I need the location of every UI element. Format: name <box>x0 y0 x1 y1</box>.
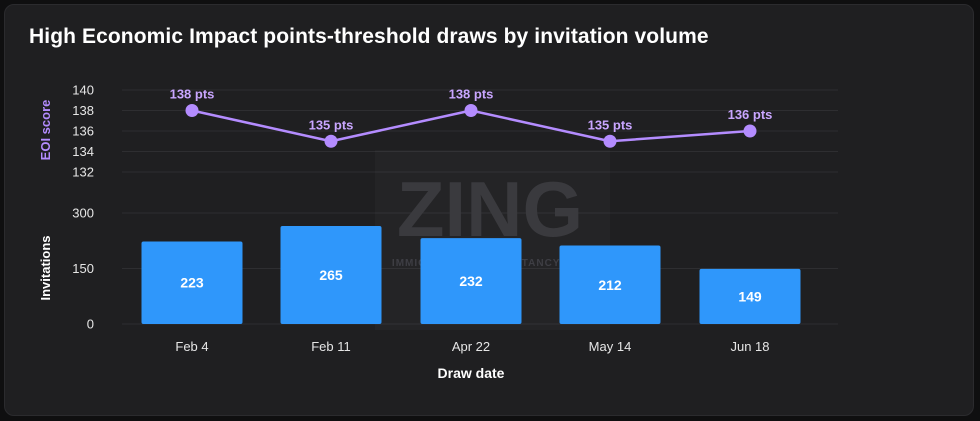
bar <box>420 238 522 324</box>
bottom-y-tick-label: 150 <box>72 261 94 276</box>
top-y-tick-label: 138 <box>72 103 94 118</box>
axes: EOI score Invitations Draw date 140 138 13… <box>38 83 770 382</box>
line-point <box>743 124 757 138</box>
bottom-y-axis-label: Invitations <box>38 235 53 300</box>
bar-series: 223 265 232 212 149 <box>141 225 801 324</box>
bar-value-label: 223 <box>180 275 204 291</box>
top-y-tick-label: 136 <box>72 124 94 139</box>
chart-card: High Economic Impact points-threshold dr… <box>4 4 974 416</box>
x-tick-label: Feb 4 <box>175 339 208 354</box>
top-y-axis-label: EOI score <box>38 100 53 161</box>
x-tick-label: Jun 18 <box>730 339 769 354</box>
point-value-label: 135 pts <box>588 117 633 132</box>
bar-value-label: 232 <box>459 273 483 289</box>
line-point <box>185 104 199 117</box>
bar <box>141 241 243 324</box>
bar-value-label: 265 <box>319 267 343 283</box>
point-value-label: 138 pts <box>449 87 494 102</box>
top-y-tick-label: 140 <box>72 83 94 98</box>
bar <box>699 268 801 324</box>
top-y-tick-label: 134 <box>72 144 94 159</box>
x-tick-label: May 14 <box>589 339 632 354</box>
bar <box>280 225 382 324</box>
x-tick-label: Feb 11 <box>311 339 351 354</box>
line-point <box>464 104 478 117</box>
bar <box>559 245 661 324</box>
point-value-label: 136 pts <box>728 107 773 122</box>
line-series: 138 pts 135 pts 138 pts 135 pts 136 pts <box>170 87 773 148</box>
bottom-y-tick-label: 0 <box>87 317 94 332</box>
top-y-tick-label: 132 <box>72 165 94 180</box>
x-tick-label: Apr 22 <box>452 339 490 354</box>
bar-value-label: 149 <box>738 288 762 304</box>
line-point <box>324 134 338 148</box>
point-value-label: 135 pts <box>309 117 354 132</box>
bar-value-label: 212 <box>598 277 622 293</box>
x-axis-label: Draw date <box>438 365 505 381</box>
point-value-label: 138 pts <box>170 87 215 102</box>
chart-title: High Economic Impact points-threshold dr… <box>29 25 709 48</box>
line-point <box>603 134 617 148</box>
bottom-y-tick-label: 300 <box>72 206 94 221</box>
